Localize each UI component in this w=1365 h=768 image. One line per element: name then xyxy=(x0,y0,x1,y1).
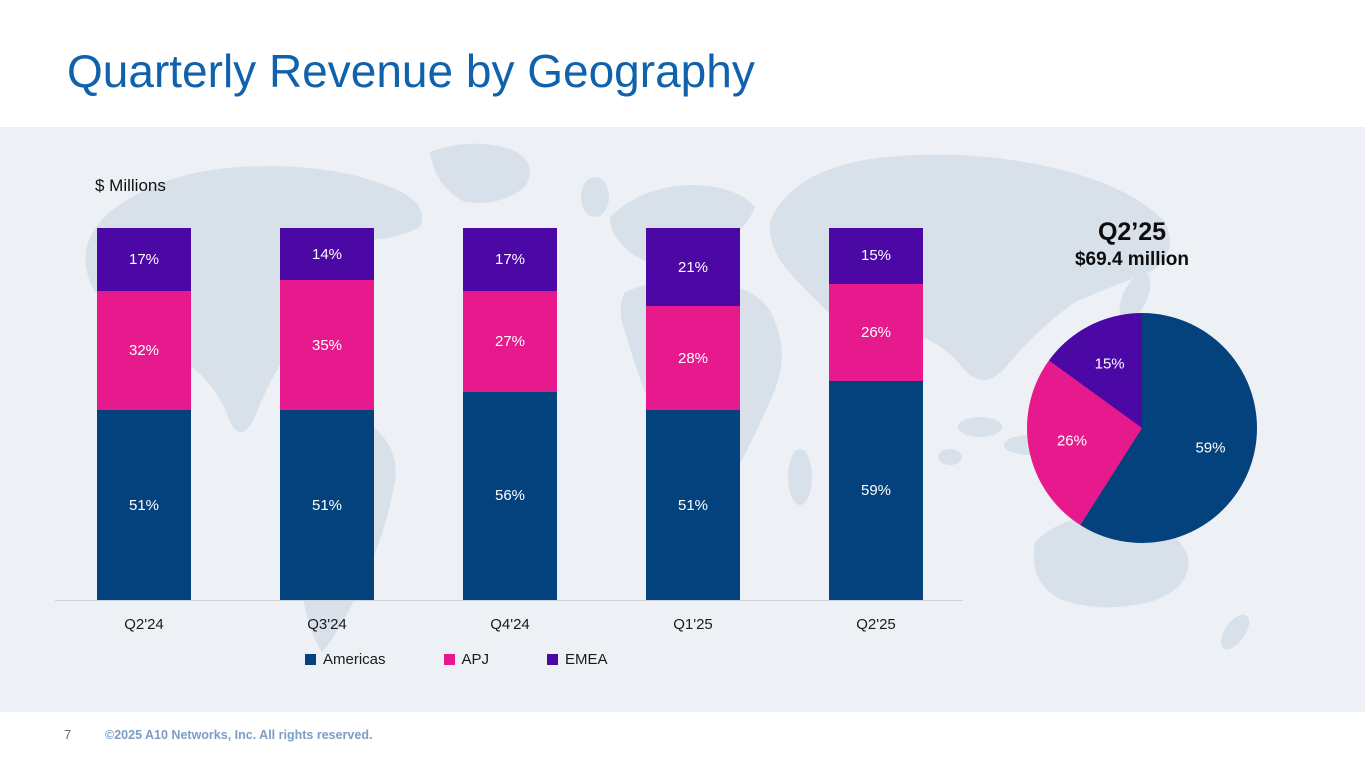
pie-slice-label-emea: 15% xyxy=(1094,355,1125,373)
legend-item-apj: APJ xyxy=(443,651,490,668)
bar-segment-emea: 17% xyxy=(97,228,191,292)
bar-segment-apj: 35% xyxy=(280,280,374,411)
bar-segment-label: 21% xyxy=(677,258,709,276)
pie-subtitle: $69.4 million xyxy=(1074,249,1190,270)
bar-segment-label: 28% xyxy=(677,349,709,367)
bar-segment-label: 56% xyxy=(494,487,526,505)
bar-segment-label: 51% xyxy=(311,496,343,514)
legend-label: EMEA xyxy=(565,651,608,668)
pie-header: Q2’25 $69.4 million xyxy=(1032,218,1232,271)
legend-swatch xyxy=(305,654,316,665)
bar-column: 21% 28% 51% Q1'25 xyxy=(646,228,740,633)
bar-segment-emea: 15% xyxy=(829,228,923,284)
bar-chart: 17% 32% 51% Q2'24 14% 35% 51% Q3'24 17% 27% 56% Q4'… xyxy=(97,228,923,633)
bar-stack: 17% 27% 56% xyxy=(463,228,557,600)
legend-swatch xyxy=(547,654,559,665)
bar-segment-label: 17% xyxy=(128,251,160,269)
x-axis-label: Q2'25 xyxy=(856,615,896,633)
bar-segment-americas: 56% xyxy=(463,391,557,600)
y-axis-units-label: $ Millions xyxy=(95,176,166,195)
x-axis-label: Q2'24 xyxy=(124,615,164,633)
map-new-zealand xyxy=(1220,614,1250,650)
bar-segment-apj: 27% xyxy=(463,291,557,392)
bar-segment-label: 14% xyxy=(311,245,343,263)
bar-segment-emea: 21% xyxy=(646,228,740,307)
legend-item-americas: Americas xyxy=(305,651,386,668)
map-island xyxy=(958,417,1002,437)
bar-segment-label: 35% xyxy=(311,336,343,354)
map-madagascar xyxy=(788,449,812,505)
x-axis-line xyxy=(55,600,963,601)
pie-title: Q2’25 xyxy=(1097,218,1167,246)
bar-segment-apj: 26% xyxy=(829,283,923,381)
bar-segment-apj: 32% xyxy=(97,291,191,411)
x-axis-label: Q4'24 xyxy=(490,615,530,633)
pie-chart: 59% 26% 15% xyxy=(1027,313,1257,543)
bar-segment-americas: 51% xyxy=(97,410,191,600)
bar-column: 14% 35% 51% Q3'24 xyxy=(280,228,374,633)
bar-segment-apj: 28% xyxy=(646,306,740,411)
legend-label: Americas xyxy=(323,651,386,668)
map-uk xyxy=(581,177,609,217)
bar-stack: 15% 26% 59% xyxy=(829,228,923,600)
bar-segment-label: 17% xyxy=(494,251,526,269)
bar-column: 15% 26% 59% Q2'25 xyxy=(829,228,923,633)
bar-segment-americas: 51% xyxy=(646,410,740,600)
bar-segment-label: 26% xyxy=(860,323,892,341)
x-axis-label: Q3'24 xyxy=(307,615,347,633)
bar-segment-label: 27% xyxy=(494,332,526,350)
legend: Americas APJ EMEA xyxy=(305,651,608,668)
bar-stack: 21% 28% 51% xyxy=(646,228,740,600)
legend-label: APJ xyxy=(461,651,490,668)
copyright-text: ©2025 A10 Networks, Inc. All rights rese… xyxy=(105,728,373,742)
legend-swatch xyxy=(443,654,455,665)
bar-segment-label: 59% xyxy=(860,481,892,499)
bar-stack: 17% 32% 51% xyxy=(97,228,191,600)
bar-segment-americas: 51% xyxy=(280,410,374,600)
bar-segment-emea: 14% xyxy=(280,228,374,281)
bar-segment-emea: 17% xyxy=(463,228,557,292)
bar-segment-label: 51% xyxy=(677,496,709,514)
slide-title: Quarterly Revenue by Geography xyxy=(67,45,755,97)
page-number: 7 xyxy=(64,727,72,742)
map-japan xyxy=(1119,272,1151,322)
bar-stack: 14% 35% 51% xyxy=(280,228,374,600)
bar-column: 17% 32% 51% Q2'24 xyxy=(97,228,191,633)
bar-segment-americas: 59% xyxy=(829,380,923,600)
bar-segment-label: 32% xyxy=(128,342,160,360)
map-greenland xyxy=(430,143,530,203)
bar-column: 17% 27% 56% Q4'24 xyxy=(463,228,557,633)
pie-slice-label-apj: 26% xyxy=(1056,432,1087,450)
map-island xyxy=(938,449,962,465)
bar-segment-label: 15% xyxy=(860,247,892,265)
x-axis-label: Q1'25 xyxy=(673,615,713,633)
legend-item-emea: EMEA xyxy=(547,651,608,668)
pie-slice-label-americas: 59% xyxy=(1195,439,1226,457)
bar-segment-label: 51% xyxy=(128,496,160,514)
